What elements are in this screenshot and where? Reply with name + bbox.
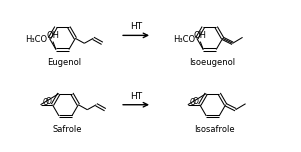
Text: O: O xyxy=(46,97,52,106)
Text: Safrole: Safrole xyxy=(53,124,82,134)
Text: H₃CO: H₃CO xyxy=(173,35,195,44)
Text: Isoeugenol: Isoeugenol xyxy=(189,58,235,67)
Text: O: O xyxy=(193,97,199,106)
Text: O: O xyxy=(42,98,48,107)
Text: OH: OH xyxy=(194,31,207,40)
Text: OH: OH xyxy=(46,31,60,40)
Text: H₃CO: H₃CO xyxy=(25,35,48,44)
Text: Isosafrole: Isosafrole xyxy=(194,124,235,134)
Text: HT: HT xyxy=(130,92,142,101)
Text: O: O xyxy=(190,98,196,107)
Text: HT: HT xyxy=(130,22,142,31)
Text: Eugenol: Eugenol xyxy=(47,58,82,67)
